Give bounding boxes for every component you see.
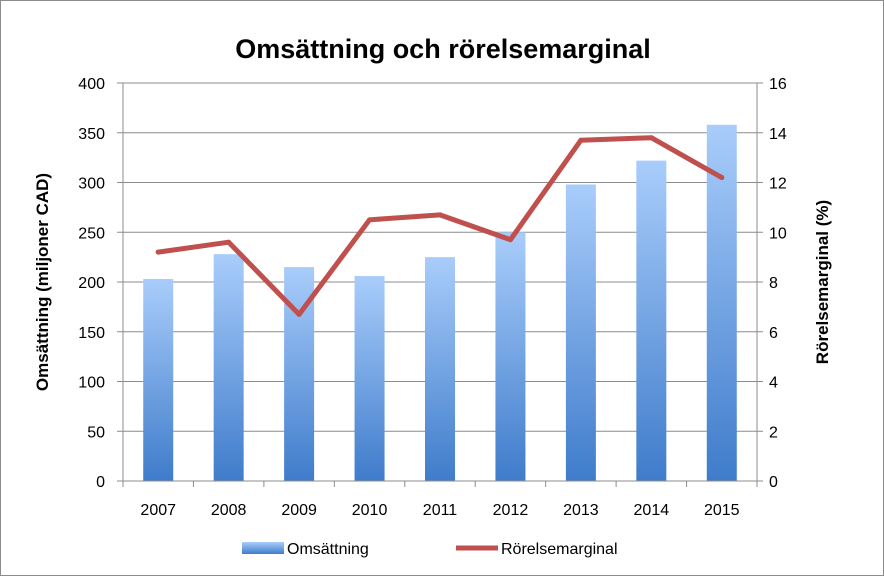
axes: [117, 82, 763, 487]
line-point-2015: [719, 175, 725, 181]
y2-tick-label: 4: [769, 375, 778, 392]
y2-tick-label: 0: [769, 474, 778, 491]
bar-2014: [636, 160, 667, 482]
y-tick-label: 200: [78, 275, 105, 292]
line-series: [155, 135, 725, 317]
bar-series: [143, 124, 737, 482]
line-point-2012: [507, 237, 513, 243]
line-point-2010: [367, 217, 373, 223]
line-point-2008: [226, 239, 232, 245]
y-tick-label: 0: [96, 474, 105, 491]
x-tick-label: 2014: [634, 502, 670, 519]
x-tick-label: 2008: [211, 502, 247, 519]
legend-line-label: Rörelsemarginal: [501, 541, 618, 558]
line-point-2009: [296, 311, 302, 317]
y2-tick-label: 10: [769, 225, 787, 242]
x-tick-label: 2013: [563, 502, 599, 519]
x-tick-label: 2011: [423, 502, 458, 519]
line-point-2011: [437, 212, 443, 218]
y2-tick-label: 12: [769, 176, 787, 193]
line-point-2007: [155, 249, 161, 255]
y-tick-label: 350: [78, 126, 105, 143]
y2-tick-label: 2: [769, 424, 778, 441]
bar-2013: [565, 184, 596, 482]
bar-2008: [213, 254, 244, 481]
bar-2012: [495, 232, 526, 481]
y-tick-label: 50: [87, 424, 105, 441]
y-tick-label: 150: [78, 325, 105, 342]
x-tick-label: 2012: [493, 502, 529, 519]
bar-2010: [354, 276, 385, 481]
line-point-2013: [578, 137, 584, 143]
bar-2015: [706, 124, 737, 481]
chart-title: Omsättning och rörelsemarginal: [235, 34, 651, 64]
tick-labels: 0 50 100 150 200 250 300 350 400 0 2 4 6 8 10 12 14 16 200…: [78, 76, 787, 519]
x-tick-label: 2010: [352, 502, 388, 519]
y-tick-label: 100: [78, 375, 105, 392]
y2-tick-label: 14: [769, 126, 787, 143]
y-axis-title: Omsättning (miljoner CAD): [33, 173, 52, 391]
bar-2007: [143, 279, 174, 481]
y-tick-label: 300: [78, 176, 105, 193]
y-tick-label: 400: [78, 76, 105, 93]
bar-2011: [425, 257, 455, 481]
y-tick-label: 250: [78, 225, 105, 242]
line-point-2014: [648, 135, 654, 141]
y2-tick-label: 8: [769, 275, 778, 292]
y2-axis-title: Rörelsemarginal (%): [813, 200, 832, 364]
x-tick-label: 2015: [704, 502, 740, 519]
legend-bar-label: Omsättning: [287, 541, 369, 558]
legend-bar-swatch: [242, 542, 284, 554]
y2-tick-label: 16: [769, 76, 787, 93]
legend: Omsättning Rörelsemarginal: [242, 541, 618, 558]
y2-tick-label: 6: [769, 325, 778, 342]
x-tick-label: 2009: [281, 502, 317, 519]
x-tick-label: 2007: [140, 502, 176, 519]
